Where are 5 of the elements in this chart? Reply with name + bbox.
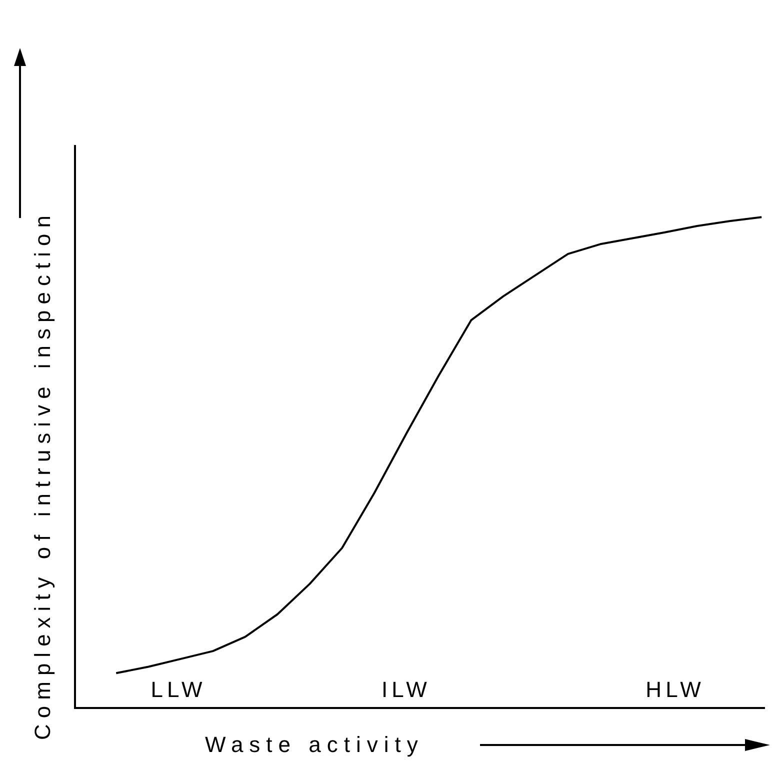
annotation: HLW [646,677,705,702]
y-axis-title: Complexity of intrusive inspection [30,210,56,740]
annotation: LLW [150,677,206,702]
x-axis-title: Waste activity [205,732,424,758]
annotation: ILW [381,677,431,702]
